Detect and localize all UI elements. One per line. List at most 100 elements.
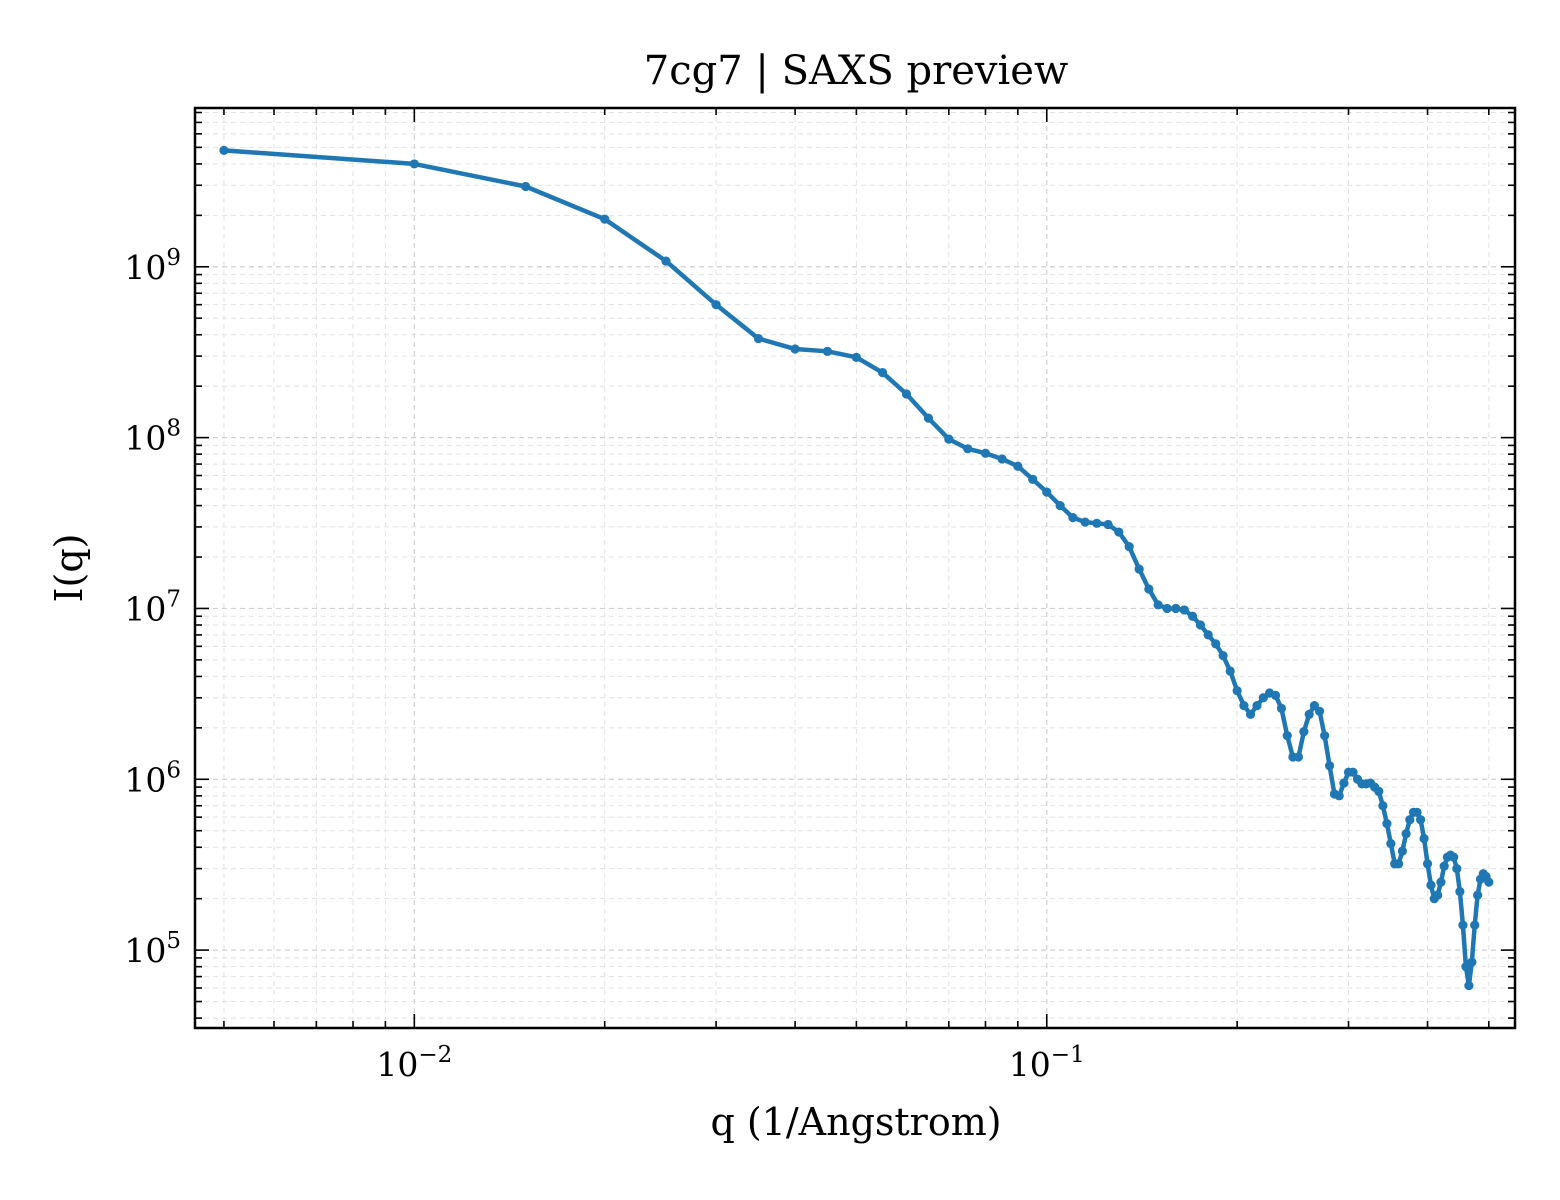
data-point [1473, 890, 1483, 900]
data-point [822, 346, 833, 356]
x-tick-label: 10−1 [1009, 1042, 1085, 1084]
y-tick-label: 107 [124, 586, 181, 628]
data-point [1436, 877, 1446, 887]
x-tick-label-base: 10 [376, 1045, 418, 1084]
data-point [1195, 620, 1206, 630]
data-point [1467, 957, 1477, 967]
y-tick-label-base: 10 [124, 419, 166, 458]
x-tick-label-exponent: −2 [418, 1042, 452, 1068]
data-point [1187, 611, 1198, 621]
grid [195, 108, 1515, 1028]
y-tick-label-base: 10 [124, 589, 166, 628]
data-point [1334, 791, 1344, 801]
data-point [1258, 693, 1268, 703]
data-point [1455, 887, 1465, 897]
data-point [1386, 839, 1396, 849]
y-tick-label-base: 10 [124, 248, 166, 287]
data-point [1439, 861, 1449, 871]
data-point [1293, 752, 1304, 762]
data-point [1405, 815, 1415, 825]
data-point [1103, 519, 1113, 530]
y-tick-label-exponent: 6 [166, 757, 181, 783]
data-point [923, 413, 934, 423]
data-point [1397, 846, 1407, 856]
data-point [901, 389, 912, 399]
data-point [711, 300, 721, 310]
data-point [1422, 859, 1433, 869]
data-point [1080, 517, 1090, 527]
data-point [1245, 709, 1256, 719]
y-tick-label: 108 [124, 416, 181, 458]
data-point [1393, 859, 1404, 869]
data-point [1218, 650, 1228, 661]
data-series [219, 145, 1494, 991]
data-point [521, 181, 531, 192]
data-point [1304, 709, 1314, 719]
data-point [851, 352, 861, 362]
data-point [1470, 920, 1480, 930]
data-point [1252, 700, 1262, 711]
y-axis-label: I(q) [47, 534, 91, 603]
data-point [1433, 890, 1443, 900]
data-point [963, 444, 973, 454]
data-point [1374, 786, 1384, 796]
data-point [661, 256, 671, 266]
data-point [1203, 630, 1213, 640]
data-point [1239, 700, 1249, 711]
data-point [980, 448, 991, 458]
data-point [1339, 778, 1349, 788]
data-point [1412, 807, 1422, 817]
data-point [1382, 819, 1392, 829]
data-point [944, 434, 954, 444]
y-tick-label-base: 10 [124, 931, 166, 970]
data-point [1282, 731, 1292, 741]
x-tick-label-exponent: −1 [1051, 1042, 1085, 1068]
data-point [1484, 877, 1494, 887]
data-point [600, 214, 610, 224]
data-point [1378, 801, 1388, 811]
data-point [1114, 527, 1124, 537]
data-point [1276, 703, 1287, 713]
data-point [1042, 487, 1052, 497]
data-point [1449, 852, 1459, 862]
data-point [1324, 761, 1335, 771]
data-point [1314, 706, 1325, 716]
data-point [877, 368, 888, 378]
y-tick-label: 105 [124, 928, 181, 970]
data-point [1068, 513, 1078, 523]
data-point [1162, 603, 1172, 614]
data-point [1464, 980, 1474, 991]
data-point [1415, 815, 1426, 825]
data-point [1401, 829, 1411, 839]
series-line [221, 148, 1492, 988]
data-point [1419, 833, 1429, 844]
x-tick-label-base: 10 [1009, 1045, 1051, 1084]
data-point [1452, 864, 1462, 874]
data-point [1153, 600, 1163, 610]
y-tick-label-exponent: 8 [166, 416, 181, 442]
y-tick-label-exponent: 7 [166, 586, 181, 612]
chart-title: 7cg7 | SAXS preview [644, 48, 1068, 94]
data-point [219, 145, 229, 155]
data-point [1144, 584, 1154, 594]
data-point [1320, 731, 1330, 741]
y-tick-label-base: 10 [124, 760, 166, 799]
data-point [1299, 727, 1309, 737]
data-point [1055, 500, 1065, 511]
data-point [997, 454, 1007, 464]
data-point [1426, 880, 1436, 890]
y-tick-label-exponent: 5 [166, 928, 181, 954]
data-point [1124, 542, 1134, 552]
data-point [1179, 605, 1189, 615]
y-tick-label: 109 [124, 245, 181, 287]
plot-frame [193, 106, 1517, 1030]
data-point [1092, 518, 1102, 528]
data-point [753, 333, 764, 344]
data-point [790, 344, 800, 354]
data-point [1225, 666, 1235, 676]
x-axis-label: q (1/Angstrom) [710, 1100, 1001, 1144]
data-point [1134, 564, 1144, 574]
x-tick-label: 10−2 [376, 1042, 452, 1084]
